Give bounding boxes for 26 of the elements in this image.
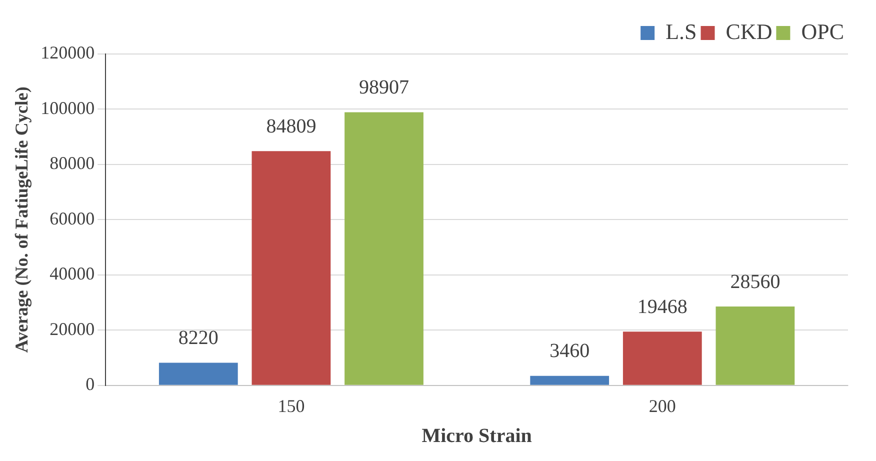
x-axis-title: Micro Strain [422,425,532,448]
data-label: 3460 [550,340,590,362]
legend-label: L.S [666,18,697,44]
y-tick-label: 20000 [50,318,95,339]
bar [344,112,424,385]
data-label: 28560 [730,270,780,293]
bar [252,151,331,385]
data-label: 19468 [637,296,688,318]
y-tick-label: 100000 [40,98,95,118]
legend-label: CKD [726,18,772,44]
y-tick-label: 0 [86,374,95,394]
legend-label: OPC [801,18,844,44]
data-label: 98907 [359,76,409,98]
y-tick-label: 80000 [50,153,95,174]
data-label: 84809 [266,115,316,138]
y-tick-label: 40000 [50,264,95,284]
y-axis-title: Average (No. of FatiugeLife Cycle) [11,86,32,353]
bar [716,306,795,385]
bar [622,332,702,385]
bar [158,362,238,385]
y-tick-label: 120000 [40,42,95,63]
x-tick-label: 150 [278,396,305,416]
y-tick-label: 60000 [50,208,95,228]
bar [530,376,610,385]
x-tick-label: 200 [648,396,676,416]
data-label: 8220 [178,326,218,349]
